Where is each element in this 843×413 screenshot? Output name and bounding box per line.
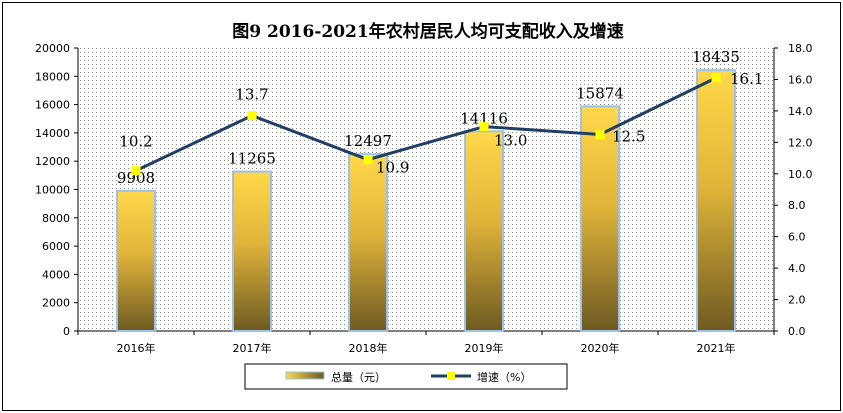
left-axis-tick-label: 0 [63,325,70,338]
legend-bar-swatch [285,371,325,380]
bar-value-label: 18435 [692,48,740,66]
line-series [131,73,721,176]
left-axis-tick-label: 14000 [35,127,70,140]
left-axis-tick-label: 4000 [42,268,70,281]
x-axis: 2016年 2017年 2018年 2019年 2020年 2021年 [77,330,775,355]
left-axis-tick-label: 20000 [35,42,70,55]
left-axis: 0 2000 4000 6000 8000 10000 12000 14000 16000 180… [35,42,79,338]
right-axis-tick-label: 2.0 [788,294,806,307]
growth-value-label: 13.0 [494,132,527,150]
right-axis-tick-label: 10.0 [788,168,813,181]
growth-line [135,76,717,172]
right-axis: 0.0 2.0 4.0 6.0 8.0 10.0 12.0 14.0 16.0 18.0 [773,42,813,338]
bar [464,130,504,332]
bar-value-label: 12497 [344,132,392,150]
left-axis-tick-label: 2000 [42,297,70,310]
bar-labels: 9908 11265 12497 14116 15874 18435 [117,48,740,187]
growth-marker [711,73,721,83]
x-axis-tick-label: 2019年 [465,341,504,355]
legend-line-marker [447,372,455,380]
x-axis-tick-label: 2021年 [697,341,736,355]
left-axis-tick-label: 10000 [35,184,70,197]
income-chart: 图9 2016-2021年农村居民人均可支配收入及增速 0 2000 4000 600… [35,21,813,390]
right-axis-tick-label: 14.0 [788,105,813,118]
legend-box [244,363,568,390]
growth-value-label: 10.2 [119,133,152,151]
legend-line-label: 增速（%） [477,370,531,384]
right-axis-tick-label: 12.0 [788,136,813,149]
growth-marker [595,129,605,139]
right-axis-tick-label: 18.0 [788,42,813,55]
bar-value-label: 15874 [576,84,624,102]
left-axis-tick-label: 18000 [35,70,70,83]
plot-area [78,48,774,331]
bar-value-label: 11265 [228,150,276,168]
right-axis-tick-label: 0.0 [788,325,806,338]
x-axis-tick-label: 2017年 [233,341,272,355]
growth-marker [247,111,257,121]
left-axis-tick-label: 12000 [35,155,70,168]
bar [348,153,388,332]
left-axis-tick-label: 16000 [35,99,70,112]
bar-value-label: 9908 [117,169,155,187]
legend-bar-label: 总量（元） [331,370,386,384]
growth-value-label: 10.9 [376,159,409,177]
bar [232,170,272,332]
right-axis-tick-label: 4.0 [788,262,806,275]
x-axis-tick-label: 2018年 [349,341,388,355]
growth-value-label: 12.5 [612,127,645,145]
right-axis-tick-label: 6.0 [788,231,806,244]
chart-title: 图9 2016-2021年农村居民人均可支配收入及增速 [232,21,623,42]
bar-series [116,69,736,333]
growth-marker [479,122,489,132]
growth-marker [131,166,141,176]
left-axis-tick-label: 6000 [42,240,70,253]
legend: 总量（元） 增速（%） [244,363,568,390]
bar [116,189,156,332]
bar-value-label: 14116 [460,109,508,127]
right-axis-tick-label: 8.0 [788,199,806,212]
growth-marker [363,155,373,165]
growth-value-label: 16.1 [730,70,763,88]
plot-background [78,48,774,331]
left-axis-tick-label: 8000 [42,212,70,225]
line-labels: 10.2 13.7 10.9 13.0 12.5 16.1 [119,70,763,177]
bar [580,105,620,332]
x-axis-tick-label: 2016年 [117,341,156,355]
x-axis-tick-label: 2020年 [581,341,620,355]
bar [696,69,736,333]
right-axis-tick-label: 16.0 [788,73,813,86]
growth-value-label: 13.7 [235,86,268,104]
